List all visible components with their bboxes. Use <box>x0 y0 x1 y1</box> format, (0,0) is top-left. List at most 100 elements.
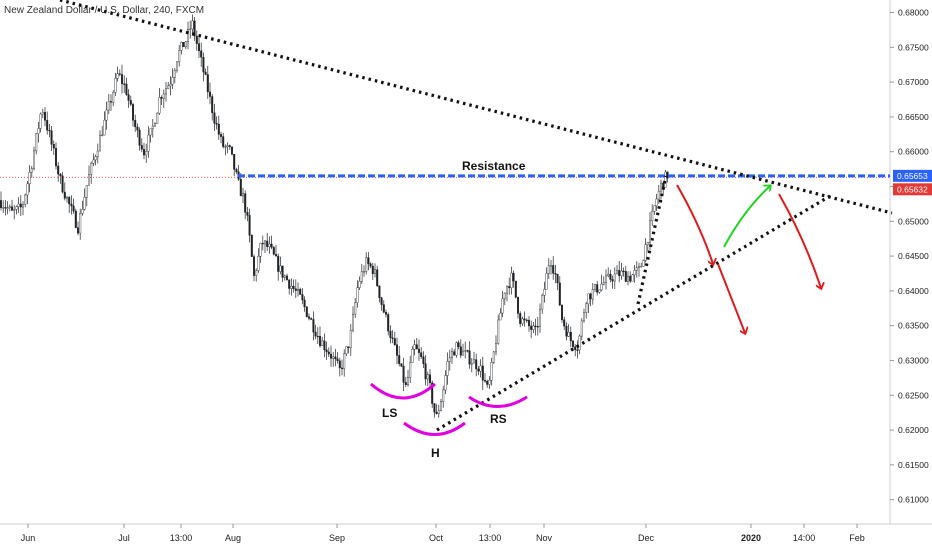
candle-body <box>288 279 291 289</box>
candle-body <box>514 280 517 298</box>
candle-body <box>422 356 425 364</box>
candle-body <box>92 159 95 164</box>
candle-body <box>547 265 550 274</box>
head-arc <box>403 421 466 436</box>
chart-title: New Zealand Dollar / U.S. Dollar, 240, F… <box>4 5 205 16</box>
candle-body <box>173 69 176 78</box>
candle-body <box>61 175 64 193</box>
candle-body <box>0 200 2 208</box>
candle-body <box>17 203 20 207</box>
candle-body <box>41 112 44 115</box>
candle-body <box>261 242 264 245</box>
candle-body <box>292 286 295 289</box>
candle-body <box>158 97 161 114</box>
x-tick-label: Dec <box>638 533 655 543</box>
candle-body <box>532 325 535 330</box>
candle-body <box>640 266 643 268</box>
y-tick-label: 0.63000 <box>898 355 929 365</box>
candle-body <box>76 227 79 234</box>
candle-body <box>226 145 229 147</box>
candle-body <box>101 134 104 137</box>
candle-body <box>365 257 368 272</box>
candle-body <box>219 134 222 137</box>
candle-body <box>264 240 267 245</box>
candle-body <box>470 362 473 365</box>
candle-body <box>431 382 434 404</box>
candle-body <box>281 265 284 278</box>
candle-body <box>134 119 137 128</box>
candle-body <box>453 351 456 356</box>
candle-body <box>13 209 16 211</box>
y-tick-label: 0.67000 <box>898 77 929 87</box>
candle-body <box>310 318 313 320</box>
candle-body <box>277 255 280 272</box>
candle-body <box>330 353 333 359</box>
candle-body <box>228 145 231 148</box>
x-tick-label: Oct <box>429 533 444 543</box>
candle-body <box>534 325 537 327</box>
candle-body <box>39 113 42 129</box>
candle-body <box>611 279 614 282</box>
candle-body <box>363 271 366 273</box>
left-shoulder-arc <box>370 382 436 400</box>
candle-body <box>501 298 504 314</box>
drop-arrow-2 <box>717 263 745 333</box>
drop-arrow-1 <box>676 184 713 264</box>
x-tick-label: 14:00 <box>793 533 816 543</box>
steep-trendline <box>636 175 668 305</box>
candle-body <box>398 355 401 364</box>
candle-body <box>44 112 47 121</box>
candle-body <box>94 156 97 161</box>
candle-body <box>96 150 99 157</box>
candle-body <box>222 136 225 147</box>
candle-body <box>473 359 476 364</box>
svg-text:0.65632: 0.65632 <box>897 184 928 194</box>
candle-body <box>142 149 145 156</box>
candle-body <box>382 304 385 313</box>
candle-body <box>558 282 561 306</box>
candle-body <box>578 335 581 351</box>
rally-arrow <box>723 186 770 248</box>
candle-body <box>125 83 128 95</box>
candle-body <box>437 410 440 414</box>
y-tick-label: 0.61000 <box>898 495 929 505</box>
candle-body <box>475 359 478 370</box>
candle-body <box>230 146 233 155</box>
candle-body <box>352 313 355 331</box>
candle-body <box>189 28 192 30</box>
candle-body <box>248 215 251 236</box>
candle-body <box>517 297 520 314</box>
candle-body <box>576 349 579 351</box>
candle-body <box>400 363 403 367</box>
candle-body <box>63 191 66 199</box>
y-tick-label: 0.68000 <box>898 8 929 18</box>
candle-body <box>87 174 90 186</box>
candle-body <box>589 293 592 300</box>
x-tick-label: 13:00 <box>479 533 502 543</box>
candle-body <box>435 411 438 414</box>
candle-body <box>495 343 498 353</box>
candle-body <box>488 379 491 385</box>
candle-body <box>567 331 570 337</box>
candle-body <box>123 83 126 85</box>
candle-body <box>627 275 630 282</box>
candle-body <box>290 286 293 289</box>
candle-body <box>385 312 388 315</box>
candle-body <box>343 353 346 370</box>
y-tick-label: 0.62500 <box>898 390 929 400</box>
candle-body <box>81 209 84 214</box>
candle-body <box>327 351 330 355</box>
candle-body <box>479 365 482 372</box>
candle-body <box>294 288 297 291</box>
candle-body <box>468 350 471 365</box>
candle-body <box>118 73 121 75</box>
candle-body <box>638 266 641 268</box>
candle-body <box>624 271 627 282</box>
candle-body <box>409 362 412 378</box>
candle-body <box>272 247 275 255</box>
candle-body <box>583 312 586 322</box>
candle-body <box>345 346 348 354</box>
candle-body <box>550 265 553 267</box>
candle-body <box>244 193 247 213</box>
